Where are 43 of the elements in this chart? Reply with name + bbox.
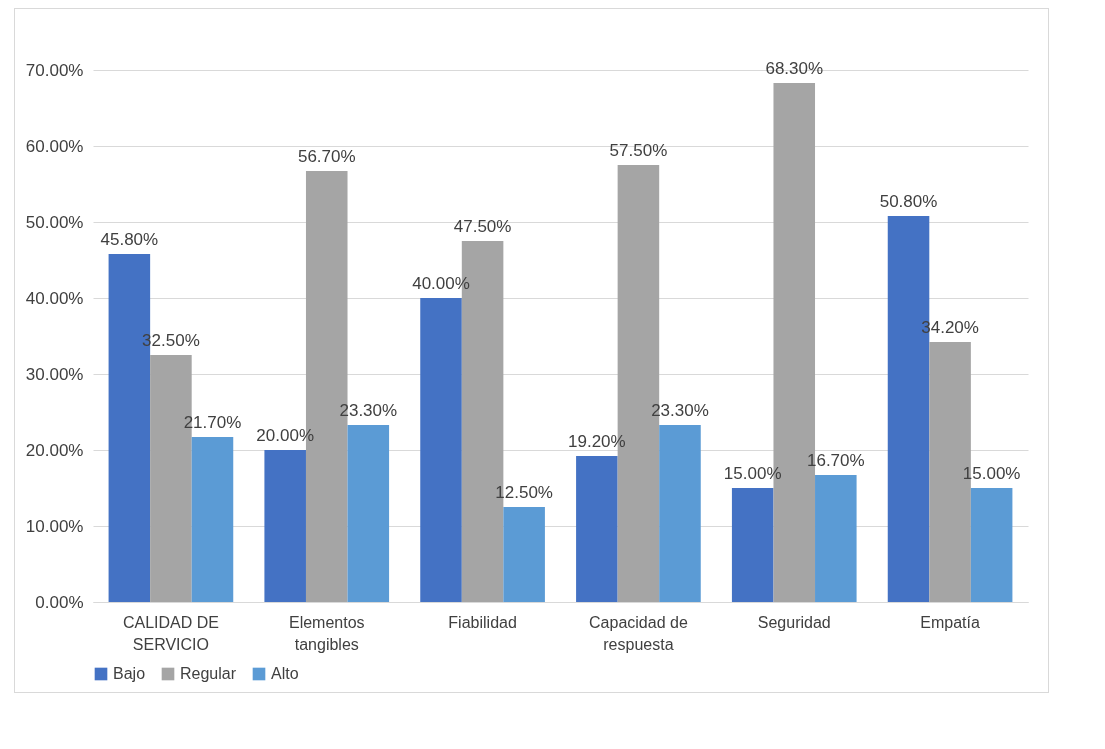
bar: [659, 424, 701, 602]
x-tick-label: Capacidad de respuesta: [589, 613, 688, 653]
y-tick-label: 60.00%: [25, 136, 84, 156]
bar: [970, 488, 1013, 602]
bar: [576, 456, 618, 602]
data-label: 19.20%: [568, 432, 626, 452]
y-tick-label: 40.00%: [25, 288, 84, 308]
data-label: 15.00%: [962, 464, 1021, 483]
data-label: 16.70%: [806, 451, 865, 471]
x-tick-label: Seguridad: [757, 613, 831, 631]
y-tick-label: 10.00%: [25, 516, 84, 536]
data-label: 50.80%: [879, 191, 938, 211]
bar: [420, 298, 462, 602]
data-label: 12.50%: [495, 483, 553, 502]
legend-label: Regular: [180, 665, 237, 682]
legend-label: Alto: [271, 665, 299, 682]
data-label: 15.00%: [723, 464, 782, 483]
y-tick-label: 30.00%: [25, 364, 84, 384]
data-label: 68.30%: [765, 58, 824, 78]
data-label: 23.30%: [651, 400, 709, 420]
y-tick-label: 0.00%: [35, 592, 84, 612]
data-label: 23.30%: [339, 400, 398, 420]
bar: [503, 507, 545, 602]
y-tick-label: 70.00%: [25, 60, 84, 80]
bar: [731, 488, 774, 602]
x-tick-label: Fiabilidad: [448, 613, 517, 631]
bar: [815, 475, 857, 602]
y-tick-label: 50.00%: [25, 212, 84, 232]
bar: [264, 450, 306, 602]
data-label: 47.50%: [453, 217, 512, 236]
bar: [191, 437, 234, 602]
data-label: 56.70%: [297, 147, 356, 167]
data-label: 57.50%: [609, 141, 668, 160]
y-tick-label: 20.00%: [25, 440, 84, 460]
legend-label: Bajo: [113, 665, 146, 682]
data-label: 45.80%: [100, 229, 159, 249]
bar: [347, 424, 390, 602]
data-label: 21.70%: [183, 413, 242, 433]
x-tick-label: Empatía: [920, 613, 980, 631]
data-label: 20.00%: [256, 426, 315, 445]
x-tick-label: CALIDAD DE SERVICIO: [122, 613, 219, 653]
data-label: 40.00%: [412, 274, 470, 293]
x-tick-label: Elementos tangibles: [288, 613, 365, 653]
